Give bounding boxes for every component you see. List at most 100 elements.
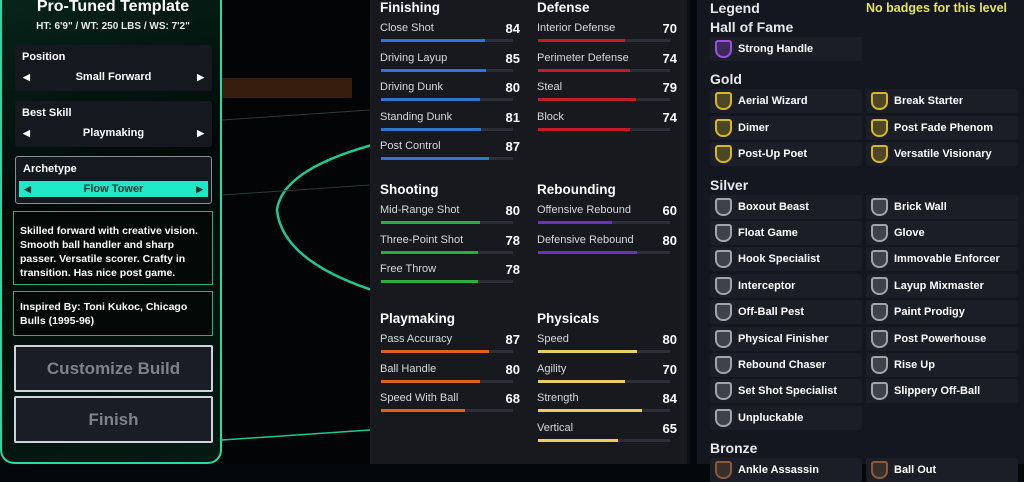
badge-icon <box>715 382 732 401</box>
badge-item[interactable]: Rise Up <box>866 353 1018 377</box>
badge-item[interactable]: Immovable Enforcer <box>866 247 1018 272</box>
badge-item[interactable]: Ankle Assassin <box>710 458 862 482</box>
stat-label: Agility <box>537 362 567 375</box>
stat-label: Perimeter Defense <box>537 51 629 64</box>
stat-label: Post Control <box>380 140 441 152</box>
stat-bar-fill <box>538 39 625 42</box>
customize-build-button[interactable]: Customize Build <box>14 345 213 392</box>
badge-icon <box>715 145 732 164</box>
badge-name: Unpluckable <box>738 411 804 424</box>
best-skill-selector[interactable]: Best Skill ◀ Playmaking ▶ <box>15 101 212 147</box>
stat-value: 84 <box>505 21 520 36</box>
badge-tier-heading: Silver <box>710 176 749 193</box>
stat-label: Free Throw <box>380 263 437 275</box>
badge-icon <box>871 303 888 322</box>
badge-item[interactable]: Post Fade Phenom <box>866 115 1018 140</box>
badge-item[interactable]: Dimer <box>710 115 862 140</box>
stat-bar-track <box>381 409 513 412</box>
arrow-left-icon[interactable]: ◀ <box>23 72 30 82</box>
stat-bar-track <box>381 39 513 42</box>
stat-value: 80 <box>662 232 677 248</box>
badge-name: Slippery Off-Ball <box>894 385 981 398</box>
badge-icon <box>871 197 888 216</box>
stat-bar-fill <box>538 221 612 224</box>
badge-item[interactable]: Glove <box>866 221 1018 245</box>
stat-group-heading: Finishing <box>380 0 440 15</box>
badges-panel: Legend No badges for this level Hall of … <box>697 0 1024 482</box>
player-measurements: HT: 6'9" / WT: 250 LBS / WS: 7'2" <box>36 21 190 32</box>
badge-item[interactable]: Strong Handle <box>710 37 862 61</box>
badge-item[interactable]: Paint Prodigy <box>866 300 1018 325</box>
badge-icon <box>715 250 732 269</box>
badge-item[interactable]: Slippery Off-Ball <box>866 379 1018 404</box>
badge-icon <box>871 382 888 401</box>
stat-label: Steal <box>537 81 563 93</box>
badge-item[interactable]: Unpluckable <box>710 405 862 430</box>
badge-item[interactable]: Set Shot Specialist <box>710 379 862 404</box>
selector-value: Small Forward <box>75 71 152 83</box>
badge-item[interactable]: Float Game <box>710 221 862 245</box>
background-court <box>222 0 370 464</box>
stat-bar-fill <box>538 250 637 254</box>
stat-bar-fill <box>538 379 625 383</box>
badge-item[interactable]: Brick Wall <box>866 194 1018 219</box>
badge-icon <box>715 224 732 242</box>
stat-label: Strength <box>537 392 579 404</box>
stat-group-heading: Physicals <box>537 311 600 326</box>
stat-bar-track <box>538 127 670 131</box>
badge-item[interactable]: Post-Up Poet <box>710 142 862 167</box>
badge-item[interactable]: Interceptor <box>710 273 862 298</box>
stat-value: 70 <box>662 21 677 36</box>
finish-button[interactable]: Finish <box>14 396 213 443</box>
stat-bar-fill <box>381 98 480 101</box>
stat-bar-track <box>381 379 513 383</box>
stat-bar-fill <box>381 379 480 383</box>
badge-tier-heading: Gold <box>710 71 742 88</box>
stat-label: Pass Accuracy <box>380 333 453 345</box>
arrow-left-icon[interactable]: ◀ <box>24 184 31 194</box>
badge-item[interactable]: Layup Mixmaster <box>866 273 1018 298</box>
badge-item[interactable]: Off-Ball Pest <box>710 300 862 325</box>
arrow-left-icon[interactable]: ◀ <box>23 128 30 138</box>
stat-bar-fill <box>381 127 482 131</box>
badge-item[interactable]: Ball Out <box>866 458 1018 482</box>
badge-item[interactable]: Hook Specialist <box>710 247 862 272</box>
badge-item[interactable]: Aerial Wizard <box>710 89 862 114</box>
archetype-selector[interactable]: Archetype ◀ Flow Tower ▶ <box>15 156 212 204</box>
position-selector[interactable]: Position ◀ Small Forward ▶ <box>15 45 212 91</box>
stat-value: 74 <box>662 50 677 66</box>
stat-label: Defensive Rebound <box>537 233 634 246</box>
legend-heading: Legend <box>710 0 760 16</box>
arrow-right-icon[interactable]: ▶ <box>196 184 203 194</box>
badge-icon <box>715 329 732 348</box>
stat-label: Standing Dunk <box>380 110 453 123</box>
badge-name: Boxout Beast <box>738 200 809 213</box>
badge-item[interactable]: Break Starter <box>866 89 1018 114</box>
stat-bar-track <box>381 350 513 353</box>
badge-icon <box>871 224 888 242</box>
stat-bar-fill <box>381 409 465 412</box>
badge-item[interactable]: Physical Finisher <box>710 326 862 351</box>
badge-name: Versatile Visionary <box>894 148 992 161</box>
stat-label: Close Shot <box>380 22 434 34</box>
badge-item[interactable]: Rebound Chaser <box>710 353 862 377</box>
badge-icon <box>715 118 732 137</box>
stat-bar-track <box>381 157 513 160</box>
badge-icon <box>871 276 888 295</box>
stat-bar-fill <box>538 350 637 353</box>
badge-item[interactable]: Boxout Beast <box>710 194 862 219</box>
stat-bar-track <box>538 68 670 72</box>
badge-name: Post Powerhouse <box>894 332 987 345</box>
badge-icon <box>871 250 888 269</box>
badge-name: Glove <box>894 227 925 239</box>
arrow-right-icon[interactable]: ▶ <box>197 128 204 138</box>
stat-bar-track <box>538 221 670 224</box>
badge-icon <box>715 408 732 427</box>
arrow-right-icon[interactable]: ▶ <box>197 72 204 82</box>
badge-item[interactable]: Versatile Visionary <box>866 142 1018 167</box>
badge-name: Layup Mixmaster <box>894 279 984 292</box>
badge-item[interactable]: Post Powerhouse <box>866 326 1018 351</box>
stat-bar-fill <box>381 250 478 254</box>
stat-value: 60 <box>662 203 677 218</box>
selector-value: Flow Tower <box>83 183 144 195</box>
